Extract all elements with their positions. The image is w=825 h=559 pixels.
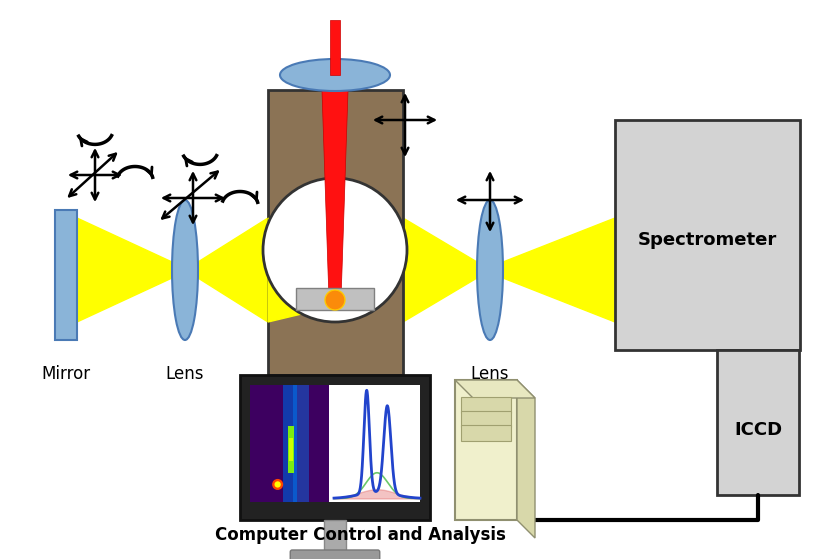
Circle shape bbox=[272, 479, 283, 490]
Polygon shape bbox=[517, 380, 535, 538]
Bar bbox=[240, 375, 430, 520]
Circle shape bbox=[275, 481, 280, 487]
FancyBboxPatch shape bbox=[290, 550, 380, 559]
Bar bbox=[296, 288, 374, 310]
Polygon shape bbox=[268, 218, 335, 322]
Bar bbox=[250, 385, 420, 502]
Bar bbox=[455, 380, 517, 520]
Bar bbox=[461, 397, 511, 413]
Text: Spectrometer: Spectrometer bbox=[638, 231, 776, 249]
Bar bbox=[323, 520, 346, 552]
Bar bbox=[250, 385, 329, 502]
Text: Gas Chamber: Gas Chamber bbox=[279, 395, 392, 413]
Polygon shape bbox=[322, 91, 348, 300]
Ellipse shape bbox=[172, 200, 198, 340]
Bar bbox=[289, 438, 294, 461]
Polygon shape bbox=[77, 218, 172, 322]
Text: ICCD: ICCD bbox=[734, 421, 782, 439]
Polygon shape bbox=[403, 218, 477, 322]
Bar bbox=[288, 426, 295, 473]
Polygon shape bbox=[503, 218, 615, 322]
Bar bbox=[717, 350, 799, 495]
Text: Lens: Lens bbox=[166, 365, 205, 383]
Bar bbox=[461, 425, 511, 441]
Polygon shape bbox=[455, 380, 535, 398]
Bar bbox=[283, 385, 297, 502]
Bar bbox=[461, 411, 511, 427]
Text: Mirror: Mirror bbox=[41, 365, 91, 383]
Text: Lens: Lens bbox=[471, 365, 509, 383]
Circle shape bbox=[325, 290, 345, 310]
Bar bbox=[55, 210, 77, 340]
Text: Computer Control and Analysis: Computer Control and Analysis bbox=[214, 526, 506, 544]
Circle shape bbox=[263, 178, 407, 322]
Bar bbox=[330, 20, 340, 75]
Ellipse shape bbox=[280, 59, 390, 91]
Ellipse shape bbox=[477, 200, 503, 340]
Bar bbox=[615, 120, 800, 350]
Bar bbox=[268, 90, 403, 375]
Polygon shape bbox=[198, 218, 268, 322]
Bar bbox=[294, 385, 309, 502]
